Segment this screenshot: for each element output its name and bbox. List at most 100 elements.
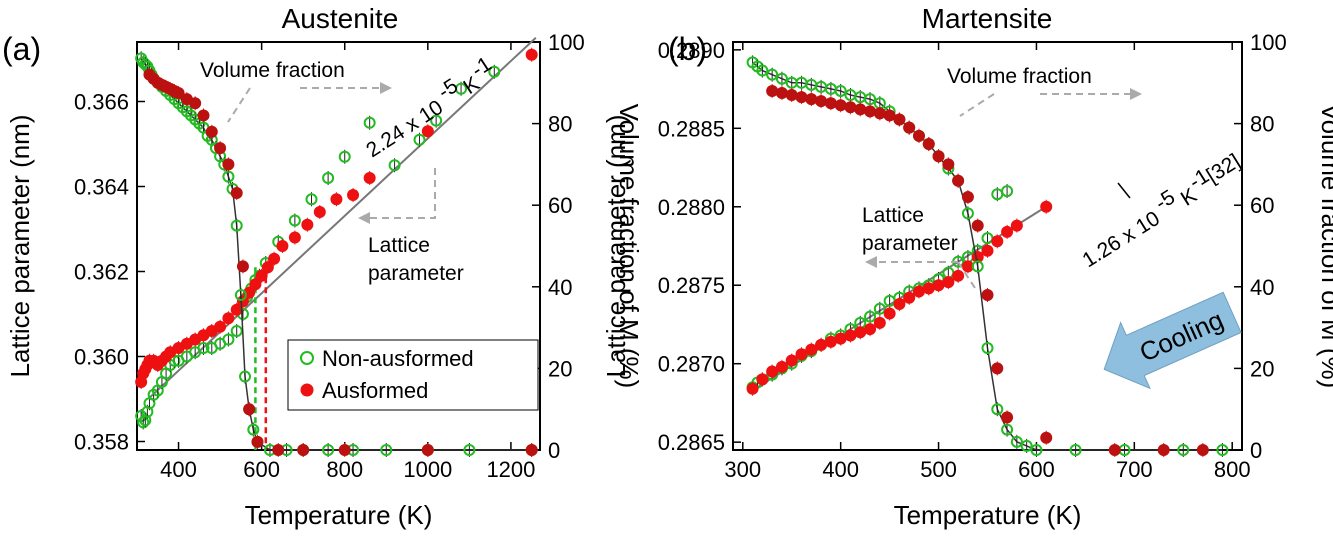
data-point-ausformed — [766, 365, 779, 378]
data-point-non-ausformed — [230, 325, 243, 337]
data-point-non-ausformed — [1216, 444, 1229, 456]
y-tick-label: 0.364 — [74, 175, 129, 200]
x-tick-label: 300 — [724, 457, 761, 482]
panel-title: Austenite — [282, 3, 399, 34]
data-point-ausformed — [785, 354, 798, 367]
y2-tick-label: 100 — [548, 30, 585, 55]
data-point-non-ausformed — [961, 207, 974, 220]
slope-text: 2.24 x 10 — [362, 96, 447, 162]
volume-fraction-label: Volume fraction — [200, 59, 345, 82]
data-point-ausformed — [1001, 225, 1014, 238]
data-point-non-ausformed — [1001, 423, 1014, 436]
data-point-non-ausformed — [1177, 444, 1190, 456]
data-point-ausformed — [873, 316, 886, 329]
data-point-ausformed — [363, 172, 376, 184]
data-point-ausformed — [785, 89, 798, 102]
data-point-non-ausformed — [247, 423, 260, 436]
data-point-non-ausformed — [141, 405, 154, 418]
legend-label-ausformed: Ausformed — [322, 378, 428, 403]
x-tick-label: 1200 — [486, 457, 535, 482]
data-point-ausformed — [172, 87, 185, 99]
data-point-ausformed — [338, 444, 351, 456]
y2-tick-label: 20 — [1250, 356, 1274, 381]
data-point-non-ausformed — [463, 444, 476, 456]
cooling-arrow: Cooling — [1103, 291, 1242, 390]
data-point-ausformed — [1040, 431, 1053, 444]
data-point-ausformed — [903, 121, 916, 134]
data-point-ausformed — [214, 142, 227, 155]
data-point-ausformed — [795, 348, 808, 361]
y-tick-label: 0.2875 — [658, 273, 725, 298]
data-point-ausformed — [1157, 444, 1170, 456]
y2-tick-label: 40 — [1250, 275, 1274, 300]
data-point-ausformed — [1001, 411, 1014, 424]
data-point-ausformed — [261, 261, 274, 274]
legend-marker-non-ausformed — [300, 351, 314, 365]
data-point-ausformed — [961, 191, 974, 204]
panel-a: Austenite (a) Temperature (K) Lattice param… — [2, 3, 644, 530]
x-tick-label: 1000 — [403, 457, 452, 482]
data-point-non-ausformed — [305, 193, 318, 206]
data-point-non-ausformed — [137, 416, 150, 429]
data-point-ausformed — [991, 362, 1004, 375]
arrowhead — [380, 82, 392, 94]
data-point-ausformed — [766, 84, 779, 97]
data-point-ausformed — [236, 260, 249, 273]
data-point-non-ausformed — [488, 65, 501, 78]
data-point-non-ausformed — [864, 310, 877, 323]
data-point-ausformed — [1040, 200, 1053, 213]
y-tick-label: 0.2890 — [658, 38, 725, 63]
x-axis-title: Temperature (K) — [894, 500, 1082, 530]
y2-tick-label: 0 — [1250, 438, 1262, 463]
y-tick-label: 0.2870 — [658, 352, 725, 377]
arrowhead — [358, 212, 370, 224]
data-point-ausformed — [222, 312, 235, 325]
data-point-ausformed — [912, 129, 925, 142]
panel-letter: (b) — [668, 31, 707, 67]
data-point-non-ausformed — [1020, 439, 1033, 452]
legend: Non-ausformed Ausformed — [287, 339, 539, 411]
slope-leader — [1117, 182, 1131, 199]
data-point-ausformed — [222, 158, 235, 171]
data-point-ausformed — [775, 360, 788, 373]
data-point-non-ausformed — [388, 159, 401, 172]
data-point-ausformed — [942, 276, 955, 289]
data-point-ausformed — [297, 444, 310, 456]
panel-title: Martensite — [922, 3, 1053, 34]
lattice-label-line2: parameter — [368, 262, 464, 285]
arrowhead — [1130, 88, 1142, 100]
data-point-ausformed — [421, 125, 434, 138]
data-point-ausformed — [313, 206, 326, 218]
data-point-ausformed — [815, 95, 828, 108]
x-tick-label: 800 — [326, 457, 363, 482]
plot-frame — [732, 41, 1243, 451]
data-point-ausformed — [347, 189, 360, 201]
data-point-ausformed — [795, 91, 808, 104]
data-point-ausformed — [421, 444, 434, 456]
data-point-ausformed — [942, 158, 955, 171]
legend-label-non-ausformed: Non-ausformed — [322, 346, 474, 371]
y-tick-label: 0.360 — [74, 345, 129, 370]
y2-tick-label: 60 — [548, 193, 572, 218]
data-point-non-ausformed — [197, 342, 210, 354]
data-point-ausformed — [883, 307, 896, 320]
arrowhead — [865, 256, 877, 268]
data-point-non-ausformed — [1030, 444, 1043, 456]
data-point-non-ausformed — [834, 84, 847, 97]
data-point-non-ausformed — [971, 260, 984, 273]
data-point-ausformed — [272, 444, 285, 456]
data-point-non-ausformed — [766, 68, 779, 81]
x-axis-title: Temperature (K) — [245, 500, 433, 530]
data-point-ausformed — [301, 218, 314, 231]
slope-exponent: -5 — [434, 74, 462, 103]
data-point-ausformed — [1108, 444, 1121, 456]
x-tick-label: 400 — [160, 457, 197, 482]
data-point-non-ausformed — [1010, 435, 1023, 448]
data-point-ausformed — [981, 288, 994, 301]
data-point-ausformed — [844, 101, 857, 114]
data-point-ausformed — [214, 320, 227, 333]
y-tick-label: 0.2885 — [658, 116, 725, 141]
y2-tick-label: 80 — [548, 112, 572, 137]
x-tick-label: 800 — [1214, 457, 1251, 482]
data-point-non-ausformed — [873, 302, 886, 315]
